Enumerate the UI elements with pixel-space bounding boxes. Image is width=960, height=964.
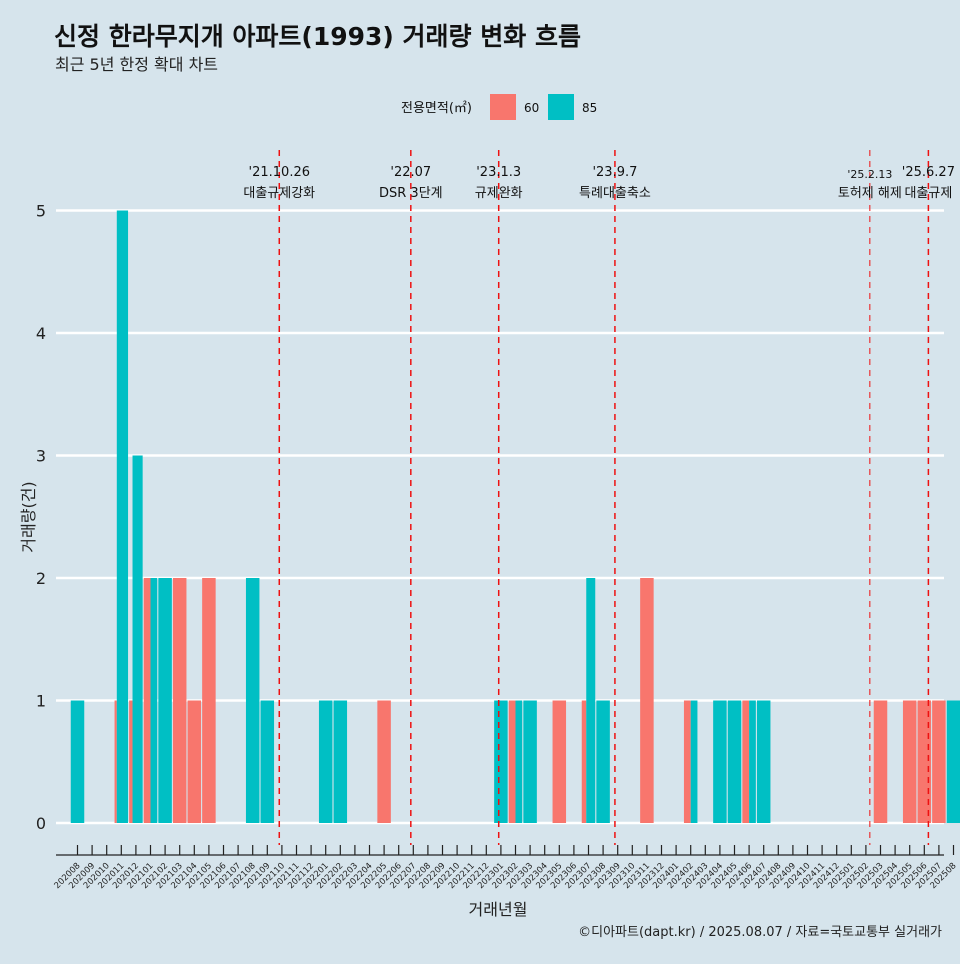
bar-60-202503 bbox=[873, 700, 888, 823]
bar-60-202311 bbox=[640, 578, 654, 823]
y-axis-title: 거래량(건) bbox=[19, 481, 38, 552]
bar-85-202308 bbox=[596, 700, 610, 823]
bar-60-202205 bbox=[377, 700, 391, 823]
bar-60-202105 bbox=[202, 578, 216, 823]
bar-85-202011 bbox=[116, 210, 129, 823]
bar-60-202011 bbox=[114, 700, 117, 823]
bar-85-202012 bbox=[132, 455, 143, 823]
legend-title: 전용면적(㎡) bbox=[401, 101, 472, 116]
bar-60-202507 bbox=[932, 700, 946, 823]
bar-60-202103 bbox=[172, 578, 187, 823]
bar-85-202402 bbox=[690, 700, 698, 823]
event-label: 특례대출축소 bbox=[579, 186, 651, 201]
event-label: DSR 3단계 bbox=[379, 186, 443, 201]
bar-85-202201 bbox=[318, 700, 333, 823]
bar-85-202202 bbox=[333, 700, 348, 823]
legend: 전용면적(㎡) 60 85 bbox=[401, 94, 597, 120]
y-axis: 0 1 2 3 4 5 bbox=[36, 202, 46, 834]
event-date: '23.9.7 bbox=[592, 165, 637, 180]
bar-60-202305 bbox=[552, 700, 567, 823]
bar-60-202406 bbox=[742, 700, 750, 823]
event-date: '25.6.27 bbox=[902, 165, 955, 180]
bar-60-202402 bbox=[683, 700, 691, 823]
event-label: 토허제 해제 bbox=[838, 186, 902, 201]
bar-85-202405 bbox=[727, 700, 742, 823]
caption: ©디아파트(dapt.kr) / 2025.08.07 / 자료=국토교통부 실… bbox=[578, 925, 942, 940]
bar-60-202505 bbox=[902, 700, 917, 823]
event-date: '21.10.26 bbox=[249, 165, 310, 180]
y-tick-label: 3 bbox=[36, 447, 46, 466]
x-axis: 2020082020092020102020112020122021012021… bbox=[53, 845, 959, 891]
bar-60-202302 bbox=[508, 700, 516, 823]
legend-label-60: 60 bbox=[524, 101, 539, 115]
bar-85-202407 bbox=[756, 700, 771, 823]
event-date: '23.1.3 bbox=[476, 165, 521, 180]
legend-swatch-85 bbox=[548, 94, 574, 120]
bar-85-202406 bbox=[749, 700, 756, 823]
bar-85-202108 bbox=[245, 578, 260, 823]
bar-85-202307 bbox=[586, 578, 596, 823]
chart-subtitle: 최근 5년 한정 확대 차트 bbox=[55, 55, 218, 74]
bar-85-202102 bbox=[158, 578, 172, 823]
bar-85-202109 bbox=[260, 700, 275, 823]
event-date: '22.07 bbox=[390, 165, 431, 180]
bar-60-202101 bbox=[143, 578, 151, 823]
event-date: '25.2.13 bbox=[847, 168, 892, 181]
bar-85-202101 bbox=[150, 578, 158, 823]
x-axis-title: 거래년월 bbox=[469, 900, 528, 919]
legend-swatch-60 bbox=[490, 94, 516, 120]
bar-85-202302 bbox=[515, 700, 523, 823]
bar-60-202012 bbox=[129, 700, 133, 823]
bar-60-202104 bbox=[187, 700, 202, 823]
event-label: 대출규제 bbox=[904, 186, 952, 201]
bars bbox=[70, 210, 960, 823]
y-tick-label: 0 bbox=[36, 814, 46, 833]
y-tick-label: 5 bbox=[36, 202, 46, 221]
bar-85-202301 bbox=[494, 700, 508, 823]
bar-60-202307 bbox=[581, 700, 587, 823]
event-lines: '21.10.26 대출규제강화 '22.07 DSR 3단계 '23.1.3 규제완화 '… bbox=[243, 150, 955, 845]
chart-title: 신정 한라무지개 아파트(1993) 거래량 변화 흐름 bbox=[54, 22, 581, 51]
bar-85-202404 bbox=[713, 700, 727, 823]
bar-85-202008 bbox=[70, 700, 85, 823]
event-label: 대출규제강화 bbox=[243, 186, 315, 201]
event-label: 규제완화 bbox=[475, 186, 523, 201]
y-tick-label: 2 bbox=[36, 569, 46, 588]
bar-85-202508 bbox=[946, 700, 960, 823]
bar-85-202303 bbox=[523, 700, 537, 823]
legend-label-85: 85 bbox=[582, 101, 597, 115]
y-tick-label: 1 bbox=[36, 692, 46, 711]
y-tick-label: 4 bbox=[36, 324, 46, 343]
